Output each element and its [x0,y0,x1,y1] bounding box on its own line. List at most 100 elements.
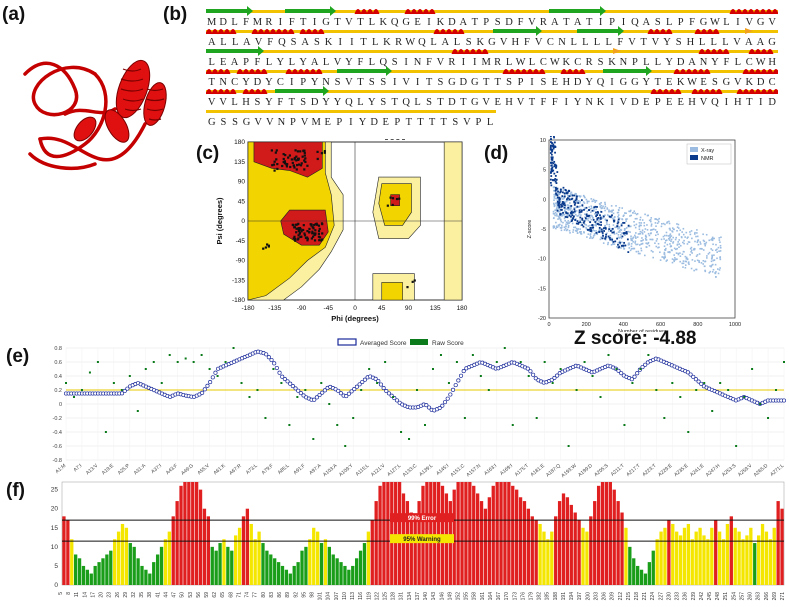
errat-bar [410,513,413,585]
x-tick-label: 95 [301,592,307,598]
xray-point [702,233,704,235]
errat-bar [710,528,713,585]
raw-score-point [129,375,131,377]
xray-point [663,256,665,258]
errat-bar [644,574,647,585]
errat-bar [546,539,549,585]
y-tick-label: -20 [538,316,546,322]
x-tick-label: A205:S [593,463,610,479]
x-tick-label: 245 [707,592,713,601]
xray-point [610,235,612,237]
nmr-point [583,226,585,228]
errat-bar [554,516,557,585]
errat-bar [129,543,132,585]
xray-point [567,195,569,197]
x-tick-label: -45 [324,305,334,312]
x-tick-label: A199:D [577,463,594,479]
xray-point [661,226,663,228]
nmr-point [550,146,552,148]
y-tick-label: 90 [238,179,246,186]
residue-point [319,228,321,230]
x-tick-label: 185 [545,592,551,601]
residue-point [389,197,391,199]
averaged-score-point [275,366,278,369]
x-tick-label: A235:E [673,463,690,479]
raw-score-point [344,445,346,447]
xray-point [568,225,570,227]
xray-point [713,238,715,240]
raw-score-point [480,375,482,377]
nmr-point [596,218,598,220]
xray-point [640,225,642,227]
xray-point [638,251,640,253]
x-tick-label: 71 [236,592,242,598]
averaged-score-point [206,384,209,387]
xray-point [557,218,559,220]
xray-point [635,244,637,246]
xray-point [645,235,647,237]
errat-bar [66,520,69,585]
xray-point [696,232,698,234]
raw-score-point [607,354,609,356]
errat-bar [499,482,502,585]
xray-point [697,240,699,242]
errat-bar [515,490,518,585]
nmr-point [576,223,578,225]
errat-bar [343,566,346,585]
xray-point [711,258,713,260]
errat-bar [269,554,272,585]
xray-point [614,226,616,228]
errat-bar [199,490,202,585]
errat-bar [472,486,475,585]
raw-score-point [584,361,586,363]
xray-point [562,222,564,224]
nmr-point [574,208,576,210]
nmr-point [552,163,554,165]
xray-point [630,238,632,240]
x-tick-label: A103:A [322,463,339,479]
y-tick-label: -45 [236,238,246,245]
x-tick-label: 135 [430,305,441,312]
x-tick-label: 62 [212,592,218,598]
secondary-structure-bar [206,86,778,96]
averaged-score-point [454,383,457,386]
xray-point [704,261,706,263]
x-tick-label: A127:L [386,463,402,478]
xray-point [583,201,585,203]
averaged-score-point [782,399,785,402]
xray-point [711,255,713,257]
ramachandran-plot: -180 -135 -90 -45 0 45 90 135 18018013590450-45-… [212,136,470,326]
nmr-point [608,228,610,230]
raw-score-point [448,382,450,384]
nmr-point [562,191,564,193]
xray-point [685,260,687,262]
xray-point [712,238,714,240]
xray-point [691,250,693,252]
residue-point [311,232,313,234]
x-tick-label: 180 [457,305,468,312]
xray-point [633,210,635,212]
nmr-point [573,211,575,213]
xray-point [681,237,683,239]
nmr-point [581,204,583,206]
xray-point [635,237,637,239]
xray-point [553,211,555,213]
errat-bar [464,482,467,585]
nmr-point [576,198,578,200]
xray-point [698,261,700,263]
errat-bar [195,482,198,585]
residue-letter: P [392,117,404,128]
nmr-point [613,232,615,234]
xray-point [694,241,696,243]
errat-bar [597,486,600,585]
errat-bar [160,547,163,585]
xray-point [682,266,684,268]
raw-score-point [264,417,266,419]
nmr-point [593,219,595,221]
xray-point [715,276,717,278]
x-tick-label: 1000 [729,322,741,328]
errat-bar [456,482,459,585]
residue-point [300,164,302,166]
xray-point [614,243,616,245]
errat-bar [496,482,499,585]
